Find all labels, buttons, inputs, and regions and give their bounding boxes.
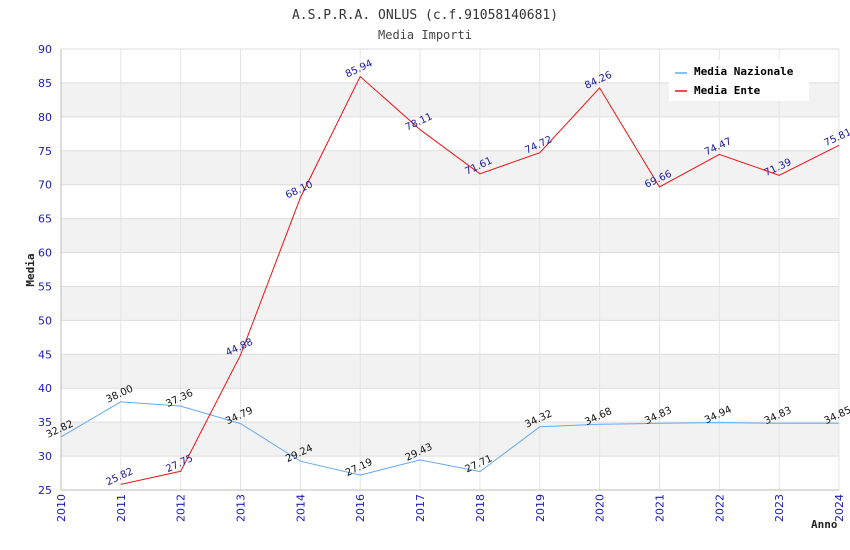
x-tick-label: 2020 (594, 494, 607, 522)
x-tick-label: 2022 (713, 494, 726, 522)
x-tick-label: 2024 (833, 494, 846, 522)
grid-band (61, 388, 839, 423)
grid-band (61, 150, 839, 185)
y-axis-label: Media (24, 253, 37, 286)
series-line-media-ente (120, 75, 840, 485)
y-tick-label: 50 (38, 314, 52, 327)
y-axis-ticks: 25 30 35 40 45 50 55 60 65 70 75 80 85 90 (38, 43, 52, 497)
y-tick-label: 25 (38, 484, 52, 497)
plot-background-bands (61, 49, 839, 490)
chart-subtitle: Media Importi (378, 28, 472, 42)
grid-band (61, 184, 839, 219)
grid-band (61, 252, 839, 287)
x-tick-label: 2012 (175, 494, 188, 522)
y-tick-label: 55 (38, 280, 52, 293)
x-axis-ticks: 2010 2011 2012 2013 2014 2016 2017 2018 2019 2020… (55, 494, 846, 522)
chart-title: A.S.P.R.A. ONLUS (c.f.91058140681) (292, 8, 558, 23)
series-lines (60, 75, 840, 485)
grid-band (61, 286, 839, 321)
x-tick-label: 2016 (354, 494, 367, 522)
x-tick-label: 2013 (235, 494, 248, 522)
y-tick-label: 40 (38, 382, 52, 395)
x-tick-label: 2010 (55, 494, 68, 522)
x-axis-label: Anno (811, 518, 838, 531)
grid-band (61, 320, 839, 355)
y-tick-label: 75 (38, 145, 52, 158)
y-tick-label: 85 (38, 77, 52, 90)
grid-band (61, 218, 839, 253)
y-tick-label: 90 (38, 43, 52, 56)
y-tick-label: 30 (38, 450, 52, 463)
x-tick-label: 2021 (653, 494, 666, 522)
x-tick-label: 2011 (115, 494, 128, 522)
y-tick-label: 35 (38, 416, 52, 429)
legend-box (669, 60, 809, 101)
legend-label-media-nazionale: Media Nazionale (694, 65, 794, 78)
y-tick-label: 45 (38, 348, 52, 361)
y-tick-label: 70 (38, 179, 52, 192)
x-tick-label: 2014 (294, 494, 307, 522)
y-tick-label: 80 (38, 111, 52, 124)
legend-label-media-ente: Media Ente (694, 84, 761, 97)
x-tick-label: 2018 (474, 494, 487, 522)
x-tick-label: 2023 (773, 494, 786, 522)
grid-band (61, 422, 839, 457)
grid-band (61, 354, 839, 389)
grid-band (61, 116, 839, 151)
x-tick-label: 2017 (414, 494, 427, 522)
series-line-media-nazionale (60, 401, 840, 476)
y-tick-label: 60 (38, 247, 52, 260)
gridlines (60, 48, 840, 491)
legend: Media Nazionale Media Ente (669, 60, 809, 101)
grid-band (61, 456, 839, 490)
y-tick-label: 65 (38, 213, 52, 226)
x-tick-label: 2019 (534, 494, 547, 522)
